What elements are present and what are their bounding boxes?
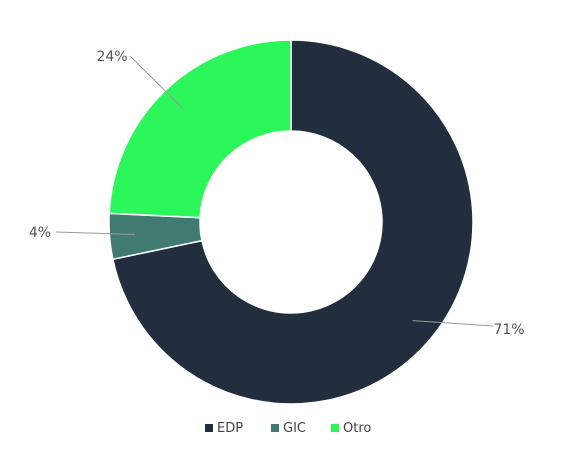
- slice-group: [108, 39, 474, 405]
- data-label-gic: 4%: [29, 225, 51, 241]
- data-label-group: 71% 4% 24%: [29, 49, 525, 338]
- legend-item-gic: GIC: [271, 421, 306, 436]
- legend-item-edp: EDP: [205, 421, 243, 436]
- slice-edp: [111, 39, 474, 405]
- legend-swatch-edp: [205, 424, 213, 432]
- legend-swatch-gic: [271, 424, 279, 432]
- legend-swatch-otro: [331, 424, 339, 432]
- legend-label-otro: Otro: [343, 421, 371, 436]
- legend-item-otro: Otro: [331, 421, 371, 436]
- leader-line-gic: [55, 231, 136, 235]
- leader-line-otro: [129, 55, 184, 110]
- legend-label-gic: GIC: [283, 421, 306, 436]
- leader-line-group: [55, 55, 494, 327]
- slice-otro: [108, 39, 292, 219]
- legend: EDP GIC Otro: [205, 421, 371, 436]
- data-label-edp: 71%: [493, 322, 524, 338]
- legend-label-edp: EDP: [217, 421, 243, 436]
- data-label-otro: 24%: [96, 49, 127, 65]
- leader-line-edp: [412, 320, 494, 327]
